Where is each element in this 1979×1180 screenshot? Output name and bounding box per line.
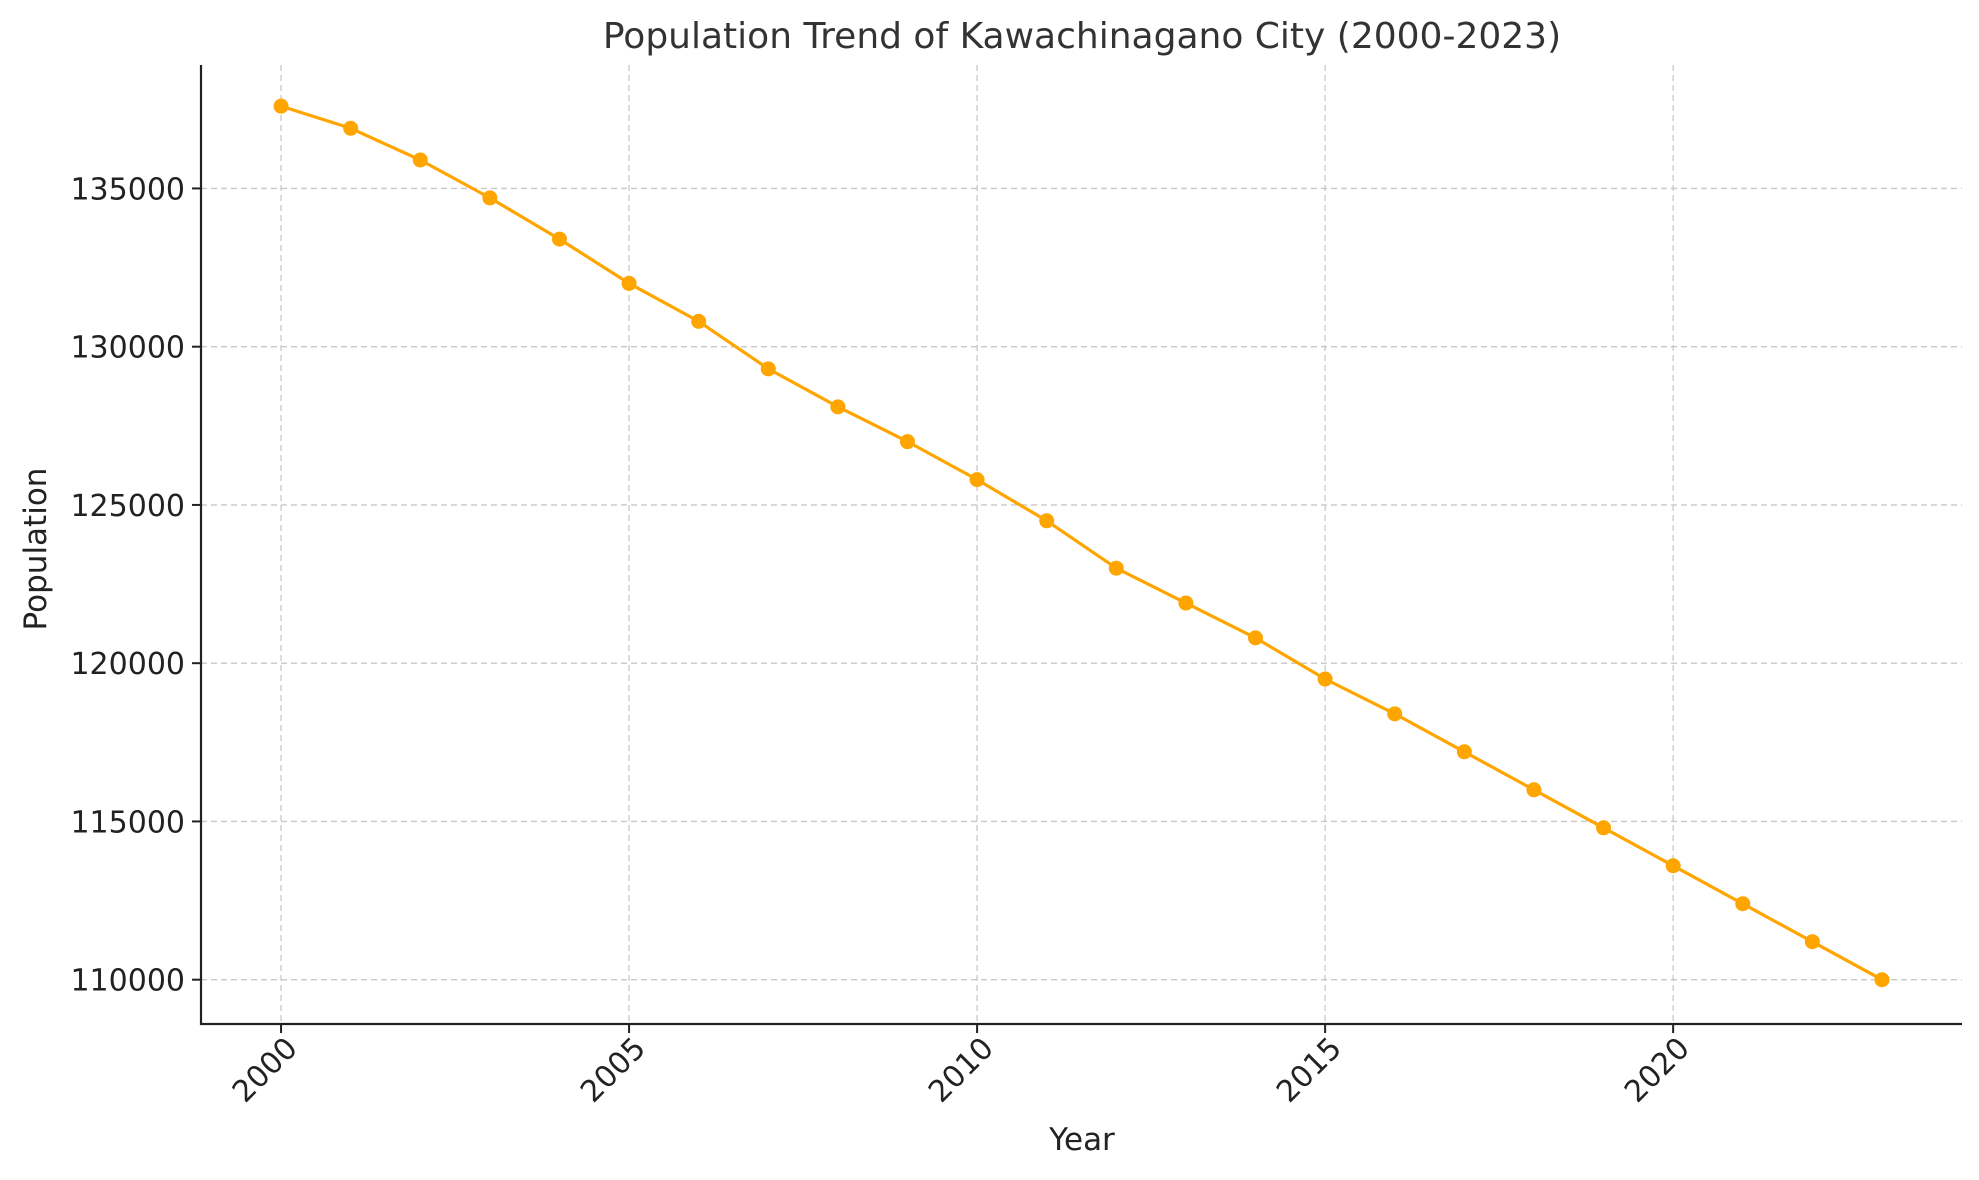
data-point xyxy=(691,313,707,329)
x-axis-label: Year xyxy=(1048,1122,1115,1158)
y-tick-label: 125000 xyxy=(70,489,185,524)
data-point xyxy=(760,361,776,377)
data-point xyxy=(1735,896,1751,912)
x-tick-label: 2000 xyxy=(226,1031,305,1110)
data-point xyxy=(1178,595,1194,611)
ticks: 2000 2005 2010 2015 2020 110000 115000 120000 12… xyxy=(70,172,1696,1109)
data-point xyxy=(1526,782,1542,798)
data-point xyxy=(969,472,985,488)
y-tick-label: 110000 xyxy=(70,964,185,999)
y-tick-label: 135000 xyxy=(70,172,185,207)
y-tick-label: 130000 xyxy=(70,331,185,366)
data-point xyxy=(273,98,289,114)
data-point xyxy=(1456,744,1472,760)
data-point xyxy=(551,231,567,247)
y-axis-label: Population xyxy=(18,468,54,631)
x-tick-label: 2015 xyxy=(1270,1031,1349,1110)
axis-spines xyxy=(199,65,1962,1026)
x-tick-label: 2010 xyxy=(922,1031,1001,1110)
data-point xyxy=(1248,630,1264,646)
chart-title: Population Trend of Kawachinagano City (… xyxy=(603,16,1561,57)
y-tick-label: 120000 xyxy=(70,647,185,682)
data-point xyxy=(1804,934,1820,950)
data-point xyxy=(1108,560,1124,576)
y-tick-label: 115000 xyxy=(70,805,185,840)
data-point xyxy=(899,434,915,450)
series xyxy=(273,98,1890,988)
data-point xyxy=(830,399,846,415)
series-line xyxy=(279,104,1884,982)
data-point xyxy=(1317,671,1333,687)
x-tick-label: 2005 xyxy=(574,1031,653,1110)
data-point xyxy=(1596,820,1612,836)
grid xyxy=(201,65,1962,1024)
data-point xyxy=(482,190,498,206)
data-point xyxy=(343,120,359,136)
data-point xyxy=(412,152,428,168)
data-point xyxy=(1387,706,1403,722)
axes xyxy=(199,65,1962,1026)
data-point xyxy=(1665,858,1681,874)
data-point xyxy=(621,275,637,291)
data-point xyxy=(1039,513,1055,529)
x-tick-label: 2020 xyxy=(1618,1031,1697,1110)
data-point xyxy=(1874,972,1890,988)
